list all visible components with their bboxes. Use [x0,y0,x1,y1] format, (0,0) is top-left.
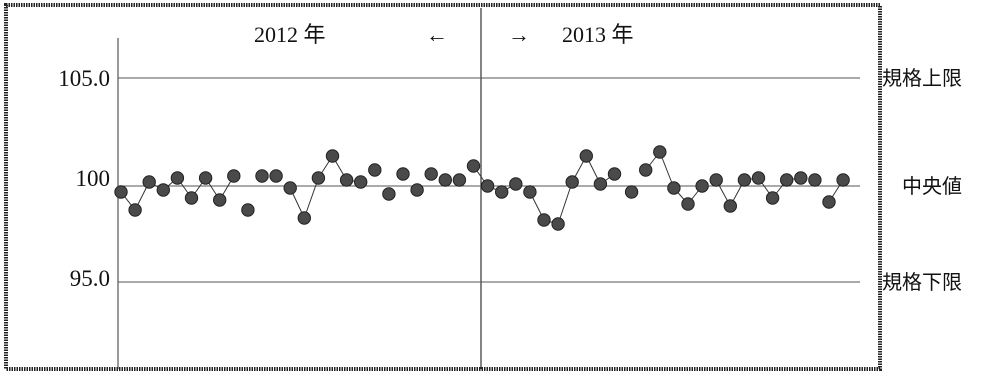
data-point [424,167,438,181]
series-segment [303,177,319,219]
data-point [438,173,452,187]
data-point [339,173,354,187]
data-point [723,199,737,213]
data-point [170,171,185,185]
data-point [184,191,199,205]
data-point [565,175,579,189]
data-point [593,177,608,191]
data-point [142,175,156,189]
upper-limit-label: 規格上限 [882,67,962,90]
year-2012-label: 2012 年 [254,22,326,47]
data-point [780,173,794,187]
data-point [255,169,269,183]
data-point [480,179,495,193]
data-point [368,163,382,177]
data-point [822,195,836,209]
data-point [695,179,709,193]
data-point [495,185,509,199]
data-point [639,163,653,177]
data-point [325,149,340,163]
data-point [396,167,410,181]
data-point [537,213,551,227]
data-point [354,175,368,189]
series-points [114,145,850,231]
data-point [241,203,255,217]
data-point [709,173,723,187]
data-point [509,177,523,191]
data-point [269,169,283,183]
right-arrow-label: → [508,22,530,47]
data-point [283,181,297,195]
data-point [213,193,227,207]
data-point [114,185,128,199]
y-tick-label-95: 95.0 [70,266,110,291]
center-value-label: 中央値 [902,175,962,198]
data-point [667,181,681,195]
data-point [681,197,695,211]
y-tick-label-100: 100 [76,166,111,191]
data-point [452,173,467,187]
data-point [311,171,326,185]
data-point [551,217,565,231]
lower-limit-label: 規格下限 [882,271,962,294]
series-segment [557,181,573,225]
left-arrow-label: ← [426,22,448,47]
data-point [466,159,481,173]
data-point [737,173,752,187]
data-point [836,173,850,187]
chart-outer-frame [4,3,882,371]
data-point [156,183,171,197]
data-point [382,187,396,201]
data-point [227,169,241,183]
data-point [808,173,822,187]
data-point [751,171,766,185]
data-point [579,149,593,163]
data-point [794,171,808,185]
data-point [198,171,213,185]
data-point [765,191,780,205]
data-point [523,185,537,199]
data-point [410,183,424,197]
data-point [653,145,667,159]
data-point [624,185,639,199]
y-tick-label-105: 105.0 [58,66,110,91]
data-point [297,211,311,225]
data-point [128,203,142,217]
data-point [607,167,622,181]
year-2013-label: 2013 年 [562,22,634,47]
